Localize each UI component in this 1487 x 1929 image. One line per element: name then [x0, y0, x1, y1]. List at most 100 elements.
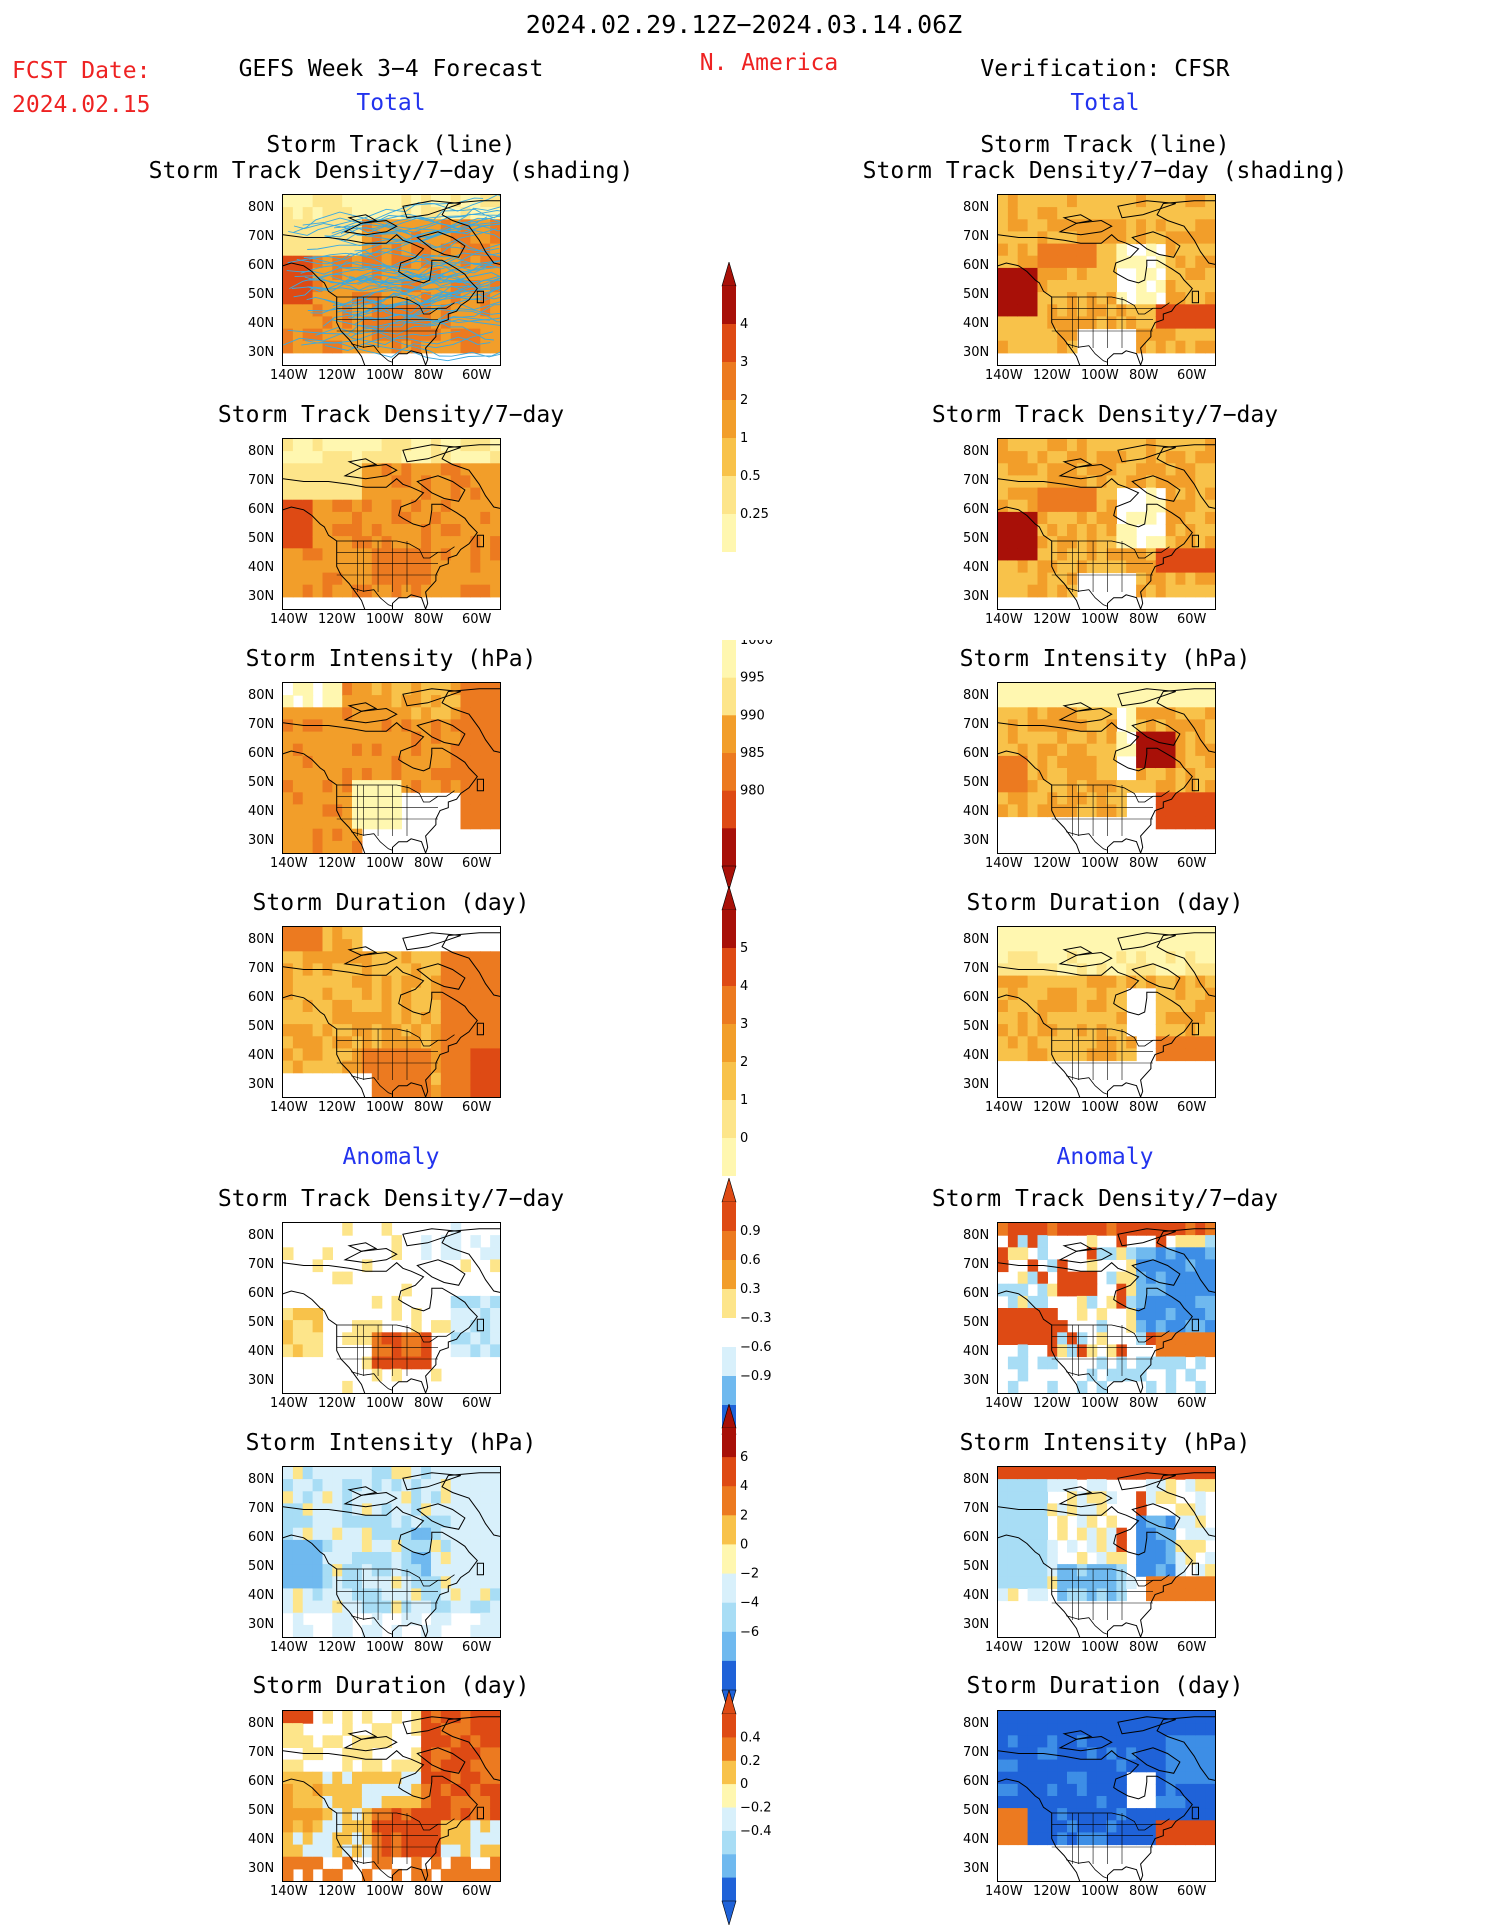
colorbar-swatch	[722, 476, 736, 515]
colorbar-label: −0.2	[740, 1801, 772, 1816]
colorbar-label: 2	[740, 393, 748, 408]
lon-tick-label: 120W	[1033, 612, 1071, 627]
lon-tick-label: 140W	[985, 1884, 1023, 1899]
colorbar-swatch	[722, 1760, 736, 1785]
colorbar-label: 0.3	[740, 1282, 761, 1297]
colorbar-swatch	[722, 715, 736, 754]
lon-tick-label: 80W	[414, 612, 444, 627]
lat-tick-label: 60N	[248, 1530, 275, 1545]
colorbar-label: −2	[740, 1567, 759, 1582]
lon-tick-label: 100W	[366, 1100, 404, 1115]
panel-title-density-right: Storm Track Density/7−day	[931, 402, 1279, 428]
colorbar-swatch	[722, 1428, 736, 1458]
colorbar-top-arrow	[721, 1402, 737, 1429]
colorbar-label: −0.6	[740, 1340, 772, 1355]
lon-tick-label: 120W	[1033, 1396, 1071, 1411]
lat-tick-label: 50N	[248, 1559, 275, 1574]
lat-tick-label: 30N	[963, 1861, 990, 1876]
lat-tick-label: 60N	[248, 746, 275, 761]
colorbar-swatch	[722, 400, 736, 439]
map-density-anom-verification	[997, 1222, 1216, 1394]
colorbar-label: 2	[740, 1508, 748, 1523]
lat-tick-label: 70N	[963, 1745, 990, 1760]
map-duration-verification	[997, 926, 1216, 1098]
colorbar-bottom-arrow	[721, 865, 737, 892]
lon-tick-label: 80W	[1129, 856, 1159, 871]
fcst-label: FCST Date:	[12, 58, 151, 84]
lat-tick-label: 60N	[963, 1774, 990, 1789]
map-intensity-forecast	[282, 682, 501, 854]
lat-tick-label: 30N	[963, 1373, 990, 1388]
lon-tick-label: 60W	[462, 1100, 492, 1115]
lon-tick-label: 120W	[1033, 368, 1071, 383]
lat-tick-label: 60N	[248, 990, 275, 1005]
lat-tick-label: 70N	[248, 473, 275, 488]
colorbar-top-arrow	[721, 1176, 737, 1203]
map-intensity-verification	[997, 682, 1216, 854]
lat-tick-label: 30N	[248, 1861, 275, 1876]
colorbar-swatch	[722, 1544, 736, 1574]
colorbar-top-arrow	[721, 260, 737, 287]
lon-tick-label: 140W	[270, 856, 308, 871]
lon-tick-label: 140W	[270, 1100, 308, 1115]
lon-tick-label: 120W	[318, 1396, 356, 1411]
lon-tick-label: 60W	[462, 612, 492, 627]
panel-title-track-line-right: Storm Track (line)	[980, 132, 1230, 158]
colorbar-swatch	[722, 1714, 736, 1738]
lon-tick-label: 60W	[462, 1884, 492, 1899]
colorbar-label: −0.3	[740, 1311, 772, 1326]
colorbar-swatch	[722, 362, 736, 401]
lon-tick-label: 120W	[318, 1884, 356, 1899]
lon-tick-label: 100W	[1081, 856, 1119, 871]
panel-title-duration-anom-left: Storm Duration (day)	[252, 1673, 530, 1699]
colorbar-label: 0.6	[740, 1253, 761, 1268]
lon-tick-label: 80W	[1129, 1396, 1159, 1411]
colorbar-label: 5	[740, 941, 748, 956]
colorbar-swatch	[722, 1289, 736, 1319]
lat-tick-label: 80N	[248, 1472, 275, 1487]
lat-tick-label: 50N	[248, 1315, 275, 1330]
lat-tick-label: 30N	[963, 1077, 990, 1092]
colorbar-label: 0.4	[740, 1730, 761, 1745]
map-track-verification	[997, 194, 1216, 366]
colorbar-label: −0.9	[740, 1369, 772, 1384]
period-title: 2024.02.29.12Z−2024.03.14.06Z	[525, 10, 963, 39]
colorbar-swatch	[722, 753, 736, 792]
lat-tick-label: 80N	[248, 200, 275, 215]
region-label: N. America	[699, 50, 839, 76]
lon-tick-label: 100W	[366, 1396, 404, 1411]
lon-tick-label: 60W	[462, 1640, 492, 1655]
colorbar-swatch	[722, 1631, 736, 1662]
map-duration-forecast	[282, 926, 501, 1098]
colorbar-swatch	[722, 1100, 736, 1139]
lat-tick-label: 40N	[248, 1344, 275, 1359]
lat-tick-label: 60N	[248, 258, 275, 273]
lon-tick-label: 140W	[270, 1640, 308, 1655]
colorbar-swatch	[722, 1807, 736, 1832]
lat-tick-label: 70N	[248, 1257, 275, 1272]
colorbar-label: 0.5	[740, 469, 761, 484]
lon-tick-label: 100W	[366, 1640, 404, 1655]
lon-tick-label: 60W	[1177, 1100, 1207, 1115]
lat-tick-label: 80N	[963, 1228, 990, 1243]
colorbar-label: 2	[740, 1055, 748, 1070]
colorbar-label: 6	[740, 1450, 748, 1465]
lon-tick-label: 100W	[1081, 368, 1119, 383]
lat-tick-label: 80N	[963, 444, 990, 459]
lat-tick-label: 60N	[248, 502, 275, 517]
lat-tick-label: 60N	[963, 1286, 990, 1301]
lon-tick-label: 60W	[1177, 1884, 1207, 1899]
lat-tick-label: 40N	[248, 316, 275, 331]
lat-tick-label: 50N	[248, 1019, 275, 1034]
lat-tick-label: 30N	[248, 1617, 275, 1632]
colorbar-swatch	[722, 438, 736, 477]
colorbar-swatch	[722, 514, 736, 553]
colorbar-label: 980	[740, 784, 765, 799]
colorbar-label: 0	[740, 1537, 748, 1552]
panel-title-duration-right: Storm Duration (day)	[966, 890, 1244, 916]
colorbar-intensity-anom: 6 4 2 0 −2 −4 −6	[718, 1402, 798, 1718]
colorbar-swatch	[722, 910, 736, 949]
lon-tick-label: 120W	[1033, 1640, 1071, 1655]
colorbar-swatch	[722, 1062, 736, 1101]
lat-tick-label: 40N	[963, 804, 990, 819]
